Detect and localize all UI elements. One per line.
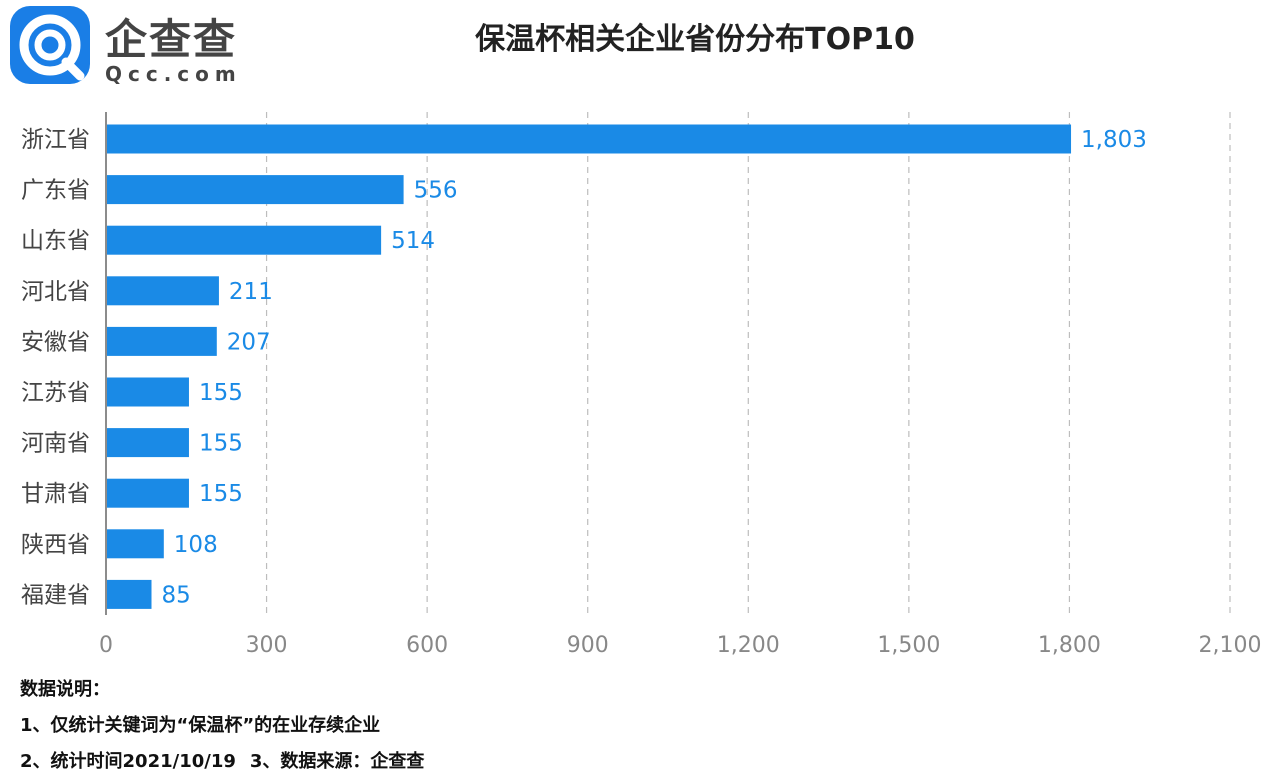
bar — [107, 579, 152, 609]
value-label: 155 — [199, 380, 243, 406]
bar — [107, 428, 189, 458]
qcc-logo-icon — [10, 6, 90, 84]
bar — [107, 225, 382, 255]
bar — [107, 175, 404, 205]
category-label: 江苏省 — [21, 380, 90, 406]
x-tick-label: 0 — [99, 633, 113, 658]
value-label: 207 — [227, 329, 271, 355]
category-label: 广东省 — [21, 178, 90, 204]
value-label: 556 — [414, 178, 458, 204]
chart-title: 保温杯相关企业省份分布TOP10 — [475, 22, 915, 57]
logo-subtitle: Qcc.com — [105, 62, 242, 86]
value-label: 1,803 — [1081, 127, 1147, 153]
value-label: 85 — [161, 582, 190, 608]
category-label: 河北省 — [21, 279, 90, 305]
category-label: 浙江省 — [21, 127, 90, 153]
bar — [107, 478, 189, 508]
bar — [107, 377, 189, 407]
bar — [107, 124, 1072, 154]
x-tick-label: 1,500 — [877, 633, 940, 658]
notes-line-2a: 2、统计时间2021/10/19 — [20, 751, 236, 772]
x-tick-label: 1,200 — [717, 633, 780, 658]
notes-line-2: 2、统计时间2021/10/19 3、数据来源：企查查 — [20, 744, 438, 780]
category-label: 福建省 — [21, 582, 90, 608]
category-label: 河南省 — [21, 431, 90, 457]
value-label: 211 — [229, 279, 273, 305]
bar — [107, 326, 217, 356]
x-tick-label: 2,100 — [1199, 633, 1262, 658]
category-label: 山东省 — [21, 228, 90, 254]
x-tick-label: 600 — [406, 633, 448, 658]
x-tick-label: 1,800 — [1038, 633, 1101, 658]
value-label: 514 — [391, 228, 435, 254]
x-tick-label: 900 — [567, 633, 609, 658]
qcc-logo: 企查查 Qcc.com — [8, 4, 248, 88]
data-notes: 数据说明： 1、仅统计关键词为“保温杯”的在业存续企业 2、统计时间2021/1… — [20, 672, 438, 780]
logo-name: 企查查 — [105, 15, 238, 64]
notes-line-1: 1、仅统计关键词为“保温杯”的在业存续企业 — [20, 715, 381, 736]
category-label: 安徽省 — [21, 329, 90, 355]
notes-heading: 数据说明： — [20, 679, 110, 700]
value-label: 108 — [174, 532, 218, 558]
value-label: 155 — [199, 481, 243, 507]
notes-line-2b: 3、数据来源：企查查 — [249, 751, 425, 772]
category-label: 甘肃省 — [21, 481, 90, 507]
x-tick-label: 300 — [246, 633, 288, 658]
category-label: 陕西省 — [21, 532, 90, 558]
bar — [107, 529, 164, 559]
bar — [107, 276, 219, 306]
value-label: 155 — [199, 431, 243, 457]
